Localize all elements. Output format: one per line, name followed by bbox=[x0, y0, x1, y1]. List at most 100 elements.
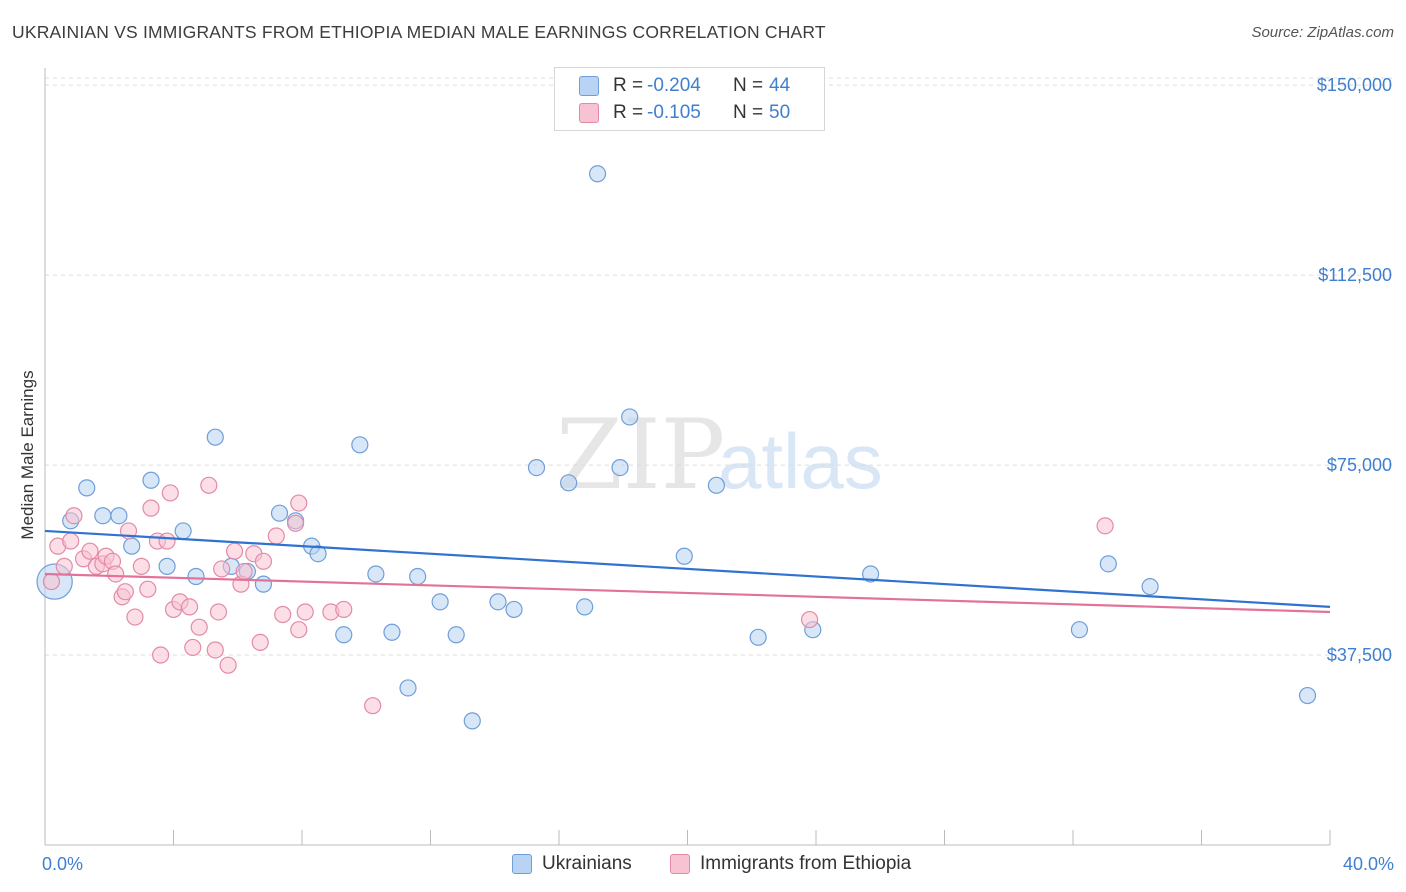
ukrainian-point bbox=[367, 565, 385, 583]
ethiopia-point bbox=[274, 605, 292, 624]
legend-label: Immigrants from Ethiopia bbox=[700, 853, 912, 874]
y-tick-label: $112,500 bbox=[1318, 265, 1392, 285]
x-tick-label: 0.0% bbox=[42, 854, 83, 874]
ukrainian-point bbox=[123, 537, 141, 555]
ethiopia-point bbox=[213, 560, 231, 578]
n-value: 50 bbox=[769, 102, 791, 123]
legend-label: Ukrainians bbox=[542, 853, 632, 874]
ethiopia-points bbox=[42, 476, 1114, 715]
ukrainian-point bbox=[142, 471, 160, 489]
ukrainian-point bbox=[1298, 686, 1317, 705]
r-value: -0.105 bbox=[647, 102, 701, 123]
chart-title: UKRAINIAN VS IMMIGRANTS FROM ETHIOPIA ME… bbox=[12, 22, 826, 42]
ethiopia-point bbox=[42, 572, 61, 591]
correlation-legend: R = -0.204 N = 44 R = -0.105 N = 50 bbox=[554, 67, 825, 131]
ethiopia-point bbox=[290, 621, 308, 639]
ethiopia-point bbox=[364, 697, 382, 715]
x-tick-label: 40.0% bbox=[1343, 854, 1394, 874]
ukrainian-point bbox=[489, 593, 507, 611]
ethiopia-trend-line bbox=[44, 572, 1331, 614]
ukrainian-point bbox=[351, 436, 369, 454]
ukrainian-point bbox=[309, 545, 327, 563]
n-label: N = bbox=[733, 75, 764, 96]
ukrainian-point bbox=[505, 600, 523, 619]
trend-lines bbox=[44, 529, 1331, 614]
ukrainian-point bbox=[254, 575, 273, 593]
ukrainian-point bbox=[862, 565, 880, 583]
legend-item-ethiopia[interactable]: Immigrants from Ethiopia bbox=[670, 852, 911, 876]
legend-item-ukrainians[interactable]: Ukrainians bbox=[512, 852, 632, 876]
ethiopia-point bbox=[290, 494, 308, 512]
ukrainian-point bbox=[1141, 578, 1159, 596]
ethiopia-point bbox=[219, 656, 237, 674]
ethiopia-point bbox=[55, 557, 73, 575]
pink-swatch-icon bbox=[670, 854, 690, 874]
ukrainian-point bbox=[78, 479, 96, 497]
ukrainian-point bbox=[94, 507, 112, 525]
ethiopia-point bbox=[132, 557, 150, 575]
ethiopia-point bbox=[139, 580, 157, 598]
ukrainian-point bbox=[383, 623, 401, 641]
ukrainian-point bbox=[110, 507, 128, 525]
ukrainians-points bbox=[36, 165, 1317, 730]
ukrainian-point bbox=[431, 593, 449, 611]
ukrainian-point bbox=[621, 408, 639, 426]
ukrainian-point bbox=[707, 476, 726, 494]
ethiopia-point bbox=[209, 603, 228, 621]
blue-swatch-icon bbox=[579, 76, 599, 96]
ukrainian-point bbox=[174, 522, 192, 540]
ethiopia-point bbox=[286, 514, 305, 532]
ethiopia-point bbox=[180, 598, 199, 616]
ethiopia-point bbox=[254, 552, 273, 570]
r-value: -0.204 bbox=[647, 75, 701, 96]
ethiopia-point bbox=[235, 562, 253, 581]
source-label: Source: ZipAtlas.com bbox=[1251, 24, 1394, 41]
ethiopia-point bbox=[206, 641, 224, 659]
ethiopia-point bbox=[190, 618, 208, 636]
ethiopia-point bbox=[200, 476, 218, 494]
n-label: N = bbox=[733, 102, 764, 123]
ethiopia-point bbox=[161, 484, 179, 502]
ukrainian-point bbox=[399, 679, 417, 697]
n-value: 44 bbox=[769, 75, 791, 96]
ukrainian-point bbox=[576, 598, 594, 616]
ethiopia-point bbox=[152, 646, 170, 664]
ethiopia-point bbox=[116, 583, 134, 601]
r-label: R = bbox=[613, 75, 644, 96]
ethiopia-point bbox=[225, 542, 244, 560]
ethiopia-point bbox=[158, 532, 176, 550]
y-tick-label: $37,500 bbox=[1327, 645, 1392, 665]
ukrainian-point bbox=[409, 567, 427, 586]
watermark-atlas: atlas bbox=[718, 417, 883, 505]
ukrainian-point bbox=[187, 567, 205, 586]
ethiopia-point bbox=[251, 633, 269, 651]
y-axis-label: Median Male Earnings bbox=[18, 370, 37, 539]
ukrainian-point bbox=[527, 458, 546, 477]
ukrainian-point bbox=[1070, 621, 1089, 639]
ethiopia-point bbox=[335, 600, 353, 619]
ethiopia-point bbox=[800, 610, 819, 629]
ukrainian-point bbox=[1099, 555, 1117, 573]
ethiopia-point bbox=[65, 507, 83, 525]
ukrainian-point bbox=[463, 712, 481, 730]
ukrainian-point bbox=[158, 557, 176, 575]
ethiopia-point bbox=[107, 565, 125, 583]
legend-row-ukrainians: R = -0.204 N = 44 bbox=[579, 73, 790, 99]
ukrainian-point bbox=[335, 626, 353, 644]
y-tick-label: $75,000 bbox=[1327, 455, 1392, 475]
y-tick-label: $150,000 bbox=[1317, 75, 1392, 95]
ethiopia-point bbox=[1096, 517, 1114, 535]
ukrainian-point bbox=[560, 474, 578, 492]
pink-swatch-icon bbox=[579, 103, 599, 123]
ethiopia-point bbox=[267, 527, 285, 545]
blue-swatch-icon bbox=[512, 854, 532, 874]
ethiopia-point bbox=[142, 499, 160, 517]
legend-row-ethiopia: R = -0.105 N = 50 bbox=[579, 100, 790, 126]
ethiopia-point bbox=[126, 608, 144, 626]
tick-labels: $37,500 $75,000 $112,500 $150,000 0.0% 40.0% bbox=[42, 75, 1394, 874]
ukrainian-point bbox=[270, 504, 289, 522]
ukrainian-point bbox=[675, 547, 693, 565]
axes bbox=[44, 68, 1331, 846]
ethiopia-point bbox=[296, 603, 314, 621]
